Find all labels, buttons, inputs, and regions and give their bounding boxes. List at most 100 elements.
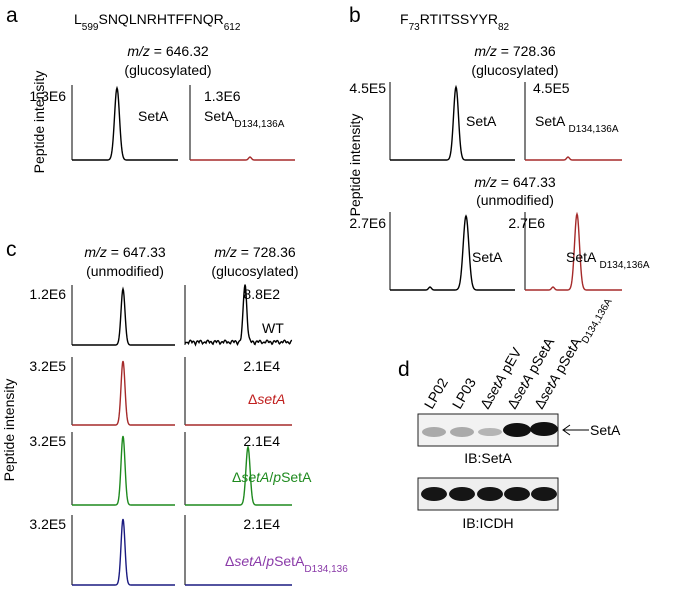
band bbox=[504, 487, 530, 501]
panel-letter: b bbox=[349, 4, 361, 27]
text-run: D134,136 bbox=[304, 564, 348, 575]
rich-label: SetAD134,136A bbox=[204, 108, 285, 130]
rich-label: m/z = 728.36 bbox=[474, 43, 556, 59]
panel-letter: d bbox=[398, 358, 410, 381]
trace bbox=[184, 284, 293, 347]
intensity: 2.1E4 bbox=[243, 358, 280, 374]
trace bbox=[525, 156, 622, 161]
text-run: SetA bbox=[204, 108, 235, 124]
blot-images bbox=[417, 413, 589, 511]
rich-label: m/z = 728.36 bbox=[214, 244, 296, 260]
text-run: m/z bbox=[127, 43, 150, 59]
rich-label: SetA D134,136A bbox=[535, 113, 619, 135]
text-run: L bbox=[74, 11, 82, 27]
rich-label: L599SNQLNRHTFFNQR612 bbox=[74, 11, 241, 33]
text-run: SetA bbox=[281, 469, 312, 485]
intensity: 1.2E6 bbox=[29, 286, 66, 302]
trace bbox=[390, 84, 515, 161]
label: (unmodified) bbox=[86, 263, 164, 279]
rich-label: m/z = 646.32 bbox=[127, 43, 209, 59]
text-run: / bbox=[269, 469, 273, 485]
rich-label: m/z = 647.33 bbox=[474, 174, 556, 190]
text-run: Δ bbox=[232, 469, 241, 485]
trace bbox=[72, 435, 175, 506]
band-label: SetA bbox=[590, 422, 621, 438]
blot-label: IB:SetA bbox=[464, 450, 512, 466]
intensity: 4.5E5 bbox=[533, 80, 570, 96]
text-run: F bbox=[400, 11, 409, 27]
trace bbox=[190, 156, 295, 161]
text-run: setA bbox=[257, 391, 285, 407]
text-run: = 646.32 bbox=[150, 43, 209, 59]
rich-label: LP03 bbox=[449, 375, 479, 412]
panel-letter: a bbox=[6, 4, 18, 27]
text-run: 73 bbox=[409, 22, 421, 33]
band bbox=[477, 487, 503, 501]
band bbox=[531, 487, 557, 501]
band bbox=[530, 422, 558, 436]
rich-label: F73RTITSSYYR82 bbox=[400, 11, 510, 33]
rich-label: WT bbox=[262, 320, 284, 336]
rich-label: SetA bbox=[472, 249, 503, 265]
trace bbox=[72, 518, 175, 586]
intensity: 4.5E5 bbox=[349, 80, 386, 96]
text-run: WT bbox=[262, 320, 284, 336]
text-run: D134,136A bbox=[234, 119, 284, 130]
text-run: Δ bbox=[248, 391, 257, 407]
text-run: m/z bbox=[474, 43, 497, 59]
rich-label: SetA D134,136A bbox=[566, 249, 650, 271]
text-run: p bbox=[272, 469, 281, 485]
y-label: Peptide intensity bbox=[31, 71, 47, 174]
text-run: m/z bbox=[84, 244, 107, 260]
text-run: SetA bbox=[535, 113, 568, 129]
band bbox=[503, 423, 531, 437]
rich-label: SetA bbox=[138, 108, 169, 124]
text-run: / bbox=[262, 553, 266, 569]
trace bbox=[72, 286, 175, 346]
rich-label: ΔsetA/pSetAD134,136 bbox=[225, 553, 348, 575]
intensity: 2.7E6 bbox=[508, 215, 545, 231]
band bbox=[422, 427, 446, 437]
arrow bbox=[562, 424, 589, 436]
intensity: 2.1E4 bbox=[243, 516, 280, 532]
intensity: 1.3E6 bbox=[204, 88, 241, 104]
rich-label: ΔsetA/pSetA bbox=[232, 469, 312, 485]
text-run: RTITSSYYR bbox=[420, 11, 498, 27]
band bbox=[478, 428, 502, 436]
label: (glucosylated) bbox=[211, 263, 298, 279]
text-run: D134,136A bbox=[568, 124, 618, 135]
text-run: = 647.33 bbox=[497, 174, 556, 190]
text-run: 599 bbox=[82, 22, 99, 33]
rich-label: m/z = 647.33 bbox=[84, 244, 166, 260]
text-run: SetA bbox=[274, 553, 305, 569]
intensity: 2.1E4 bbox=[243, 433, 280, 449]
text-run: SetA bbox=[566, 249, 599, 265]
trace bbox=[525, 211, 622, 291]
text-run: p bbox=[265, 553, 274, 569]
text-run: setA bbox=[241, 469, 269, 485]
text-run: SNQLNRHTFFNQR bbox=[98, 11, 223, 27]
band bbox=[450, 427, 474, 437]
intensity: 3.2E5 bbox=[29, 358, 66, 374]
rich-label: LP02 bbox=[421, 375, 451, 412]
label: (unmodified) bbox=[476, 192, 554, 208]
band bbox=[421, 487, 447, 501]
text-run: D134,136A bbox=[580, 296, 615, 345]
text-run: SetA bbox=[472, 249, 503, 265]
panel-letter: c bbox=[6, 238, 17, 261]
rich-label: ΔsetA bbox=[248, 391, 285, 407]
trace bbox=[72, 360, 175, 426]
label: (glucosylated) bbox=[124, 62, 211, 78]
text-run: LP02 bbox=[421, 375, 451, 412]
text-run: = 647.33 bbox=[107, 244, 166, 260]
intensity: 8.8E2 bbox=[243, 286, 280, 302]
text-run: m/z bbox=[474, 174, 497, 190]
text-run: Δ bbox=[225, 553, 234, 569]
y-label: Peptide intensity bbox=[347, 114, 363, 217]
y-label: Peptide intensity bbox=[1, 379, 17, 482]
label: (glucosylated) bbox=[471, 62, 558, 78]
trace bbox=[185, 444, 292, 506]
text-run: m/z bbox=[214, 244, 237, 260]
text-run: SetA bbox=[138, 108, 169, 124]
